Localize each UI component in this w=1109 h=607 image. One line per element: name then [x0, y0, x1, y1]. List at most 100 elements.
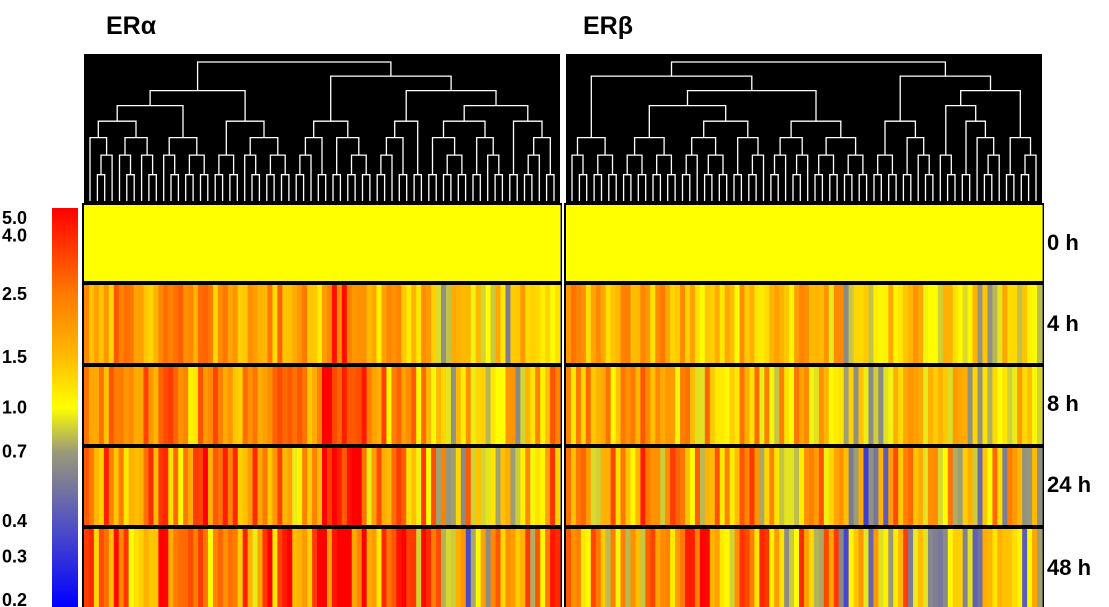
heatmap-cell: [883, 367, 889, 444]
heatmap-cell: [610, 529, 617, 607]
heatmap-cell: [361, 529, 368, 607]
heatmap-cell: [808, 448, 815, 525]
heatmap-cell: [873, 205, 879, 281]
heatmap-cell: [699, 367, 706, 444]
heatmap-cell: [386, 205, 393, 281]
heatmap-cell: [198, 285, 204, 363]
heatmap-cell: [436, 448, 442, 525]
heatmap-cell: [818, 205, 825, 281]
heatmap-cell: [1032, 205, 1038, 281]
heatmap-cell: [371, 285, 378, 363]
heatmap-cell: [610, 205, 617, 281]
heatmap-cell: [203, 529, 209, 607]
heatmap-cell: [585, 448, 592, 525]
heatmap-cell: [967, 285, 974, 363]
heatmap-cell: [883, 448, 889, 525]
heatmap-cell: [610, 285, 617, 363]
heatmap-cell: [813, 285, 820, 363]
heatmap-cell: [257, 529, 264, 607]
heatmap-cell: [660, 205, 666, 281]
heatmap-cell: [470, 285, 477, 363]
heatmap-cell: [322, 448, 328, 525]
heatmap-cell: [520, 367, 526, 444]
heatmap-cell: [600, 367, 607, 444]
heatmap-cell: [977, 285, 984, 363]
heatmap-cell: [540, 367, 546, 444]
heatmap-cell: [287, 448, 293, 525]
heatmap-cell: [277, 285, 283, 363]
heatmap-cell: [426, 448, 432, 525]
heatmap-cell: [535, 448, 541, 525]
heatmap-cell: [575, 448, 582, 525]
heatmap-cell: [272, 448, 278, 525]
heatmap-cell: [774, 529, 780, 607]
heatmap-cell: [282, 285, 288, 363]
heatmap-cell: [868, 367, 875, 444]
heatmap-cell: [878, 448, 884, 525]
heatmap-cell: [650, 205, 656, 281]
heatmap-cell: [326, 205, 333, 281]
heatmap-cell: [475, 448, 482, 525]
heatmap-cell: [426, 529, 432, 607]
heatmap-cell: [346, 529, 353, 607]
heatmap-cell: [366, 529, 373, 607]
heatmap-cell: [575, 205, 582, 281]
heatmap-cell: [932, 529, 939, 607]
heatmap-cell: [709, 529, 716, 607]
heatmap-cell: [570, 367, 577, 444]
heatmap-cell: [977, 529, 984, 607]
heatmap-cell: [282, 448, 288, 525]
heatmap-cell: [868, 529, 875, 607]
heatmap-cell: [808, 205, 815, 281]
heatmap-cell: [237, 205, 244, 281]
heatmap-cell: [784, 285, 790, 363]
heatmap-beta: [564, 203, 1044, 607]
heatmap-cell: [645, 285, 651, 363]
heatmap-cell: [595, 529, 602, 607]
heatmap-cell: [833, 367, 840, 444]
heatmap-cell: [982, 529, 989, 607]
heatmap-cell: [341, 205, 348, 281]
heatmap-cell: [823, 448, 830, 525]
heatmap-cell: [962, 529, 969, 607]
heatmap-cell: [635, 448, 641, 525]
heatmap-cell: [1027, 285, 1033, 363]
heatmap-cell: [927, 529, 934, 607]
heatmap-cell: [789, 205, 795, 281]
heatmap-cell: [158, 285, 164, 363]
heatmap-cell: [898, 367, 904, 444]
heatmap-cell: [937, 205, 944, 281]
heatmap-cell: [625, 367, 632, 444]
heatmap-cell: [779, 529, 785, 607]
heatmap-cell: [84, 448, 90, 525]
heatmap-cell: [620, 367, 627, 444]
heatmap-cell: [729, 285, 736, 363]
heatmap-cell: [689, 448, 696, 525]
heatmap-cell: [1002, 205, 1008, 281]
heatmap-cell: [655, 529, 661, 607]
heatmap-cell: [903, 367, 909, 444]
heatmap-cell: [888, 285, 894, 363]
heatmap-cell: [128, 285, 135, 363]
heatmap-cell: [436, 367, 442, 444]
heatmap-cell: [445, 529, 452, 607]
heatmap-cell: [784, 367, 790, 444]
heatmap-cell: [615, 285, 622, 363]
heatmap-cell: [520, 285, 526, 363]
heatmap-cell: [595, 205, 602, 281]
heatmap-cell: [505, 285, 512, 363]
heatmap-cell: [655, 448, 661, 525]
heatmap-cell: [153, 448, 159, 525]
heatmap-cell: [630, 367, 637, 444]
heatmap-cell: [386, 285, 393, 363]
heatmap-cell: [615, 448, 622, 525]
color-scale-labels: 5.04.0 2.5 1.5 1.0 0.7 0.4 0.3 0.2: [2, 208, 27, 607]
heatmap-cell: [242, 367, 249, 444]
heatmap-cell: [927, 448, 934, 525]
heatmap-cell: [997, 205, 1003, 281]
heatmap-cell: [868, 285, 875, 363]
heatmap-cell: [868, 448, 875, 525]
heatmap-cell: [465, 285, 472, 363]
heatmap-cell: [143, 448, 150, 525]
heatmap-cell: [804, 367, 810, 444]
